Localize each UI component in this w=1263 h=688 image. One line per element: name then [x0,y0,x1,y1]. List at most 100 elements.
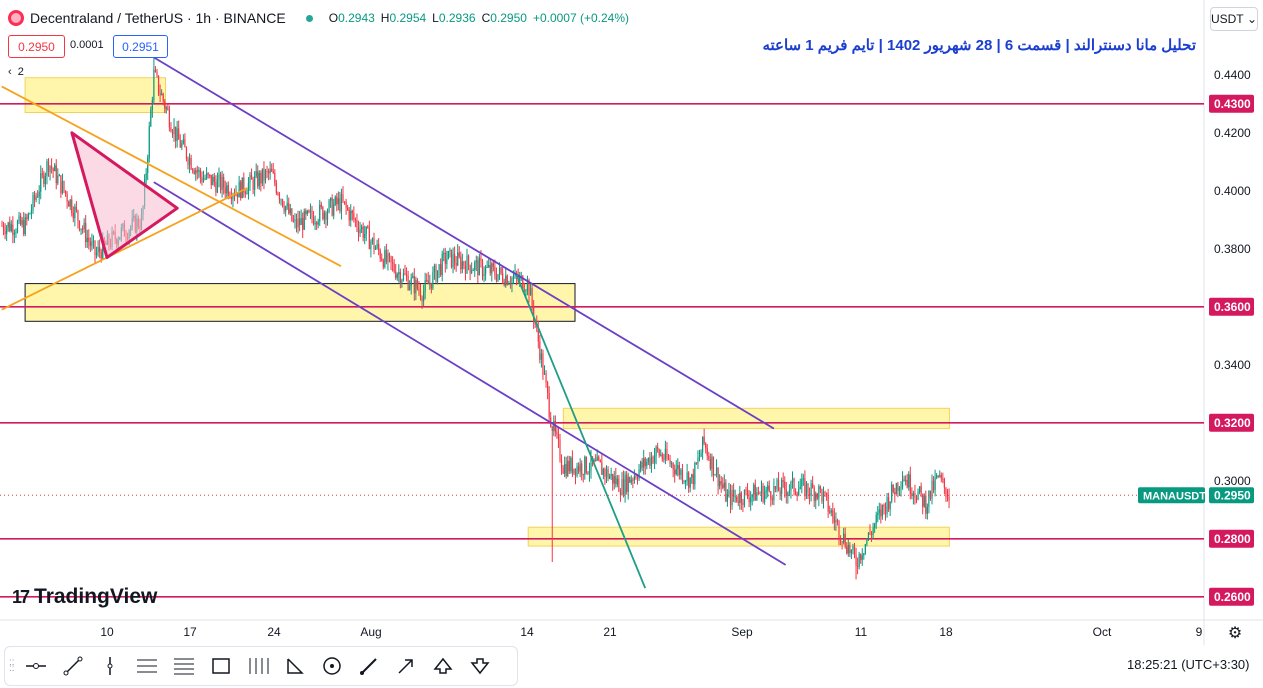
candle-body [263,168,265,181]
candle-body [757,492,759,494]
candle-body [804,478,806,497]
candle-body [846,546,848,554]
candle-body [278,194,281,200]
candle-body [751,494,753,498]
candle-body [9,222,11,231]
level-price-label: 0.4300 [1214,97,1251,111]
candle-body [795,491,797,494]
candle-body [24,217,26,235]
candle-body [875,515,877,524]
candle-body [336,196,338,205]
buy-price-button[interactable]: 0.2951 [113,35,168,58]
candle-body [813,487,815,501]
candle-body [852,546,854,550]
candle-body [838,521,840,539]
candle-body [370,241,372,250]
candle-body [38,191,40,197]
candle-body [877,513,879,516]
breakdown-line [515,274,647,589]
vertical-line-icon[interactable] [92,651,128,681]
candle-body [640,461,642,470]
brush-icon[interactable] [351,651,387,681]
candle-body [774,486,777,489]
candle-body [195,170,197,174]
candle-body [581,463,583,475]
candle-body [643,458,645,468]
candle-body [733,489,735,497]
candle-body [40,173,42,192]
candle-body [333,204,335,216]
arrow-up-icon[interactable] [425,651,461,681]
candle-body [883,504,885,507]
crosshair-line-icon[interactable] [18,651,54,681]
candle-body [689,477,691,488]
candle-body [494,266,496,276]
trend-line-icon[interactable] [55,651,91,681]
candle-body [607,469,609,479]
candle-body [684,480,687,482]
candle-body [399,272,401,284]
candle-body [661,454,663,459]
candle-body [782,480,784,482]
candle-body [636,478,639,480]
parallel-channel-icon[interactable] [129,651,165,681]
candle-body [286,203,288,207]
y-tick-label: 0.3000 [1214,474,1251,488]
gear-icon[interactable]: ⚙ [1227,625,1243,642]
utc-clock[interactable]: 18:25:21 (UTC+3:30) [1127,657,1250,672]
currency-select[interactable]: USDT ⌄ [1210,7,1258,31]
arrow-icon[interactable] [388,651,424,681]
candle-body [948,496,950,501]
candle-body [223,176,225,188]
candle-body [218,174,220,180]
candle-body [588,470,591,474]
long-short-icon[interactable] [240,651,276,681]
candle-body [539,341,541,360]
candle-body [241,177,243,199]
rectangle-icon[interactable] [203,651,239,681]
candle-body [514,272,516,277]
symbol-title[interactable]: Decentraland / TetherUS · 1h · BINANCE [30,10,286,26]
candle-body [553,421,555,431]
candle-body [378,243,380,251]
candle-body [906,480,908,488]
candle-body [185,147,188,159]
zone-rect [24,283,576,322]
candle-body [652,456,654,463]
candle-body [295,219,298,228]
candle-body [266,170,268,172]
candle-body [199,169,201,177]
drag-handle-icon[interactable]: :::: [9,657,15,674]
candle-body [508,283,510,285]
candle-body [908,474,910,488]
candle-body [15,231,17,234]
candle-body [919,486,921,493]
candle-body [681,469,684,482]
candle-body [255,171,257,177]
level-price-badge [1209,587,1254,606]
candle-body [622,479,625,495]
candle-body [187,158,189,165]
y-tick-label: 0.4400 [1214,68,1251,82]
arrow-down-icon[interactable] [462,651,498,681]
circle-icon[interactable] [314,651,350,681]
candle-body [204,178,206,180]
candle-body [737,501,739,503]
candle-body [945,487,947,497]
zone-rect [24,77,166,113]
candle-body [926,506,928,514]
candle-body [52,168,54,172]
close-value: 0.2950 [490,11,527,25]
candle-body [773,486,775,501]
drawings-layer-toggle[interactable]: ‹ 2 [8,66,24,78]
sell-price-button[interactable]: 0.2950 [8,35,65,58]
candle-body [847,544,849,554]
triangle-pattern-icon[interactable] [277,651,313,681]
candle-body [596,456,598,461]
candle-body [946,496,949,498]
candle-body [212,176,214,186]
candle-body [688,472,690,488]
candle-body [742,502,744,505]
fib-retracement-icon[interactable] [166,651,202,681]
